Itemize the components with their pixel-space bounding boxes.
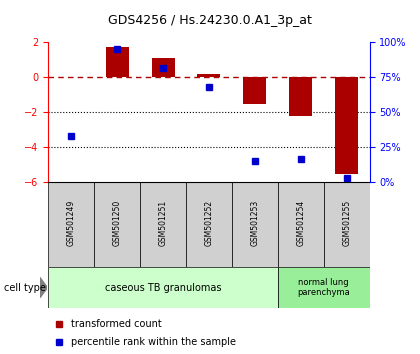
Bar — [197, 74, 220, 78]
Text: transformed count: transformed count — [71, 319, 162, 329]
Bar — [106, 47, 129, 78]
Bar — [232, 182, 278, 267]
Bar — [152, 58, 175, 78]
Text: GSM501251: GSM501251 — [159, 200, 168, 246]
Polygon shape — [40, 278, 47, 298]
Text: GSM501254: GSM501254 — [296, 200, 305, 246]
Text: caseous TB granulomas: caseous TB granulomas — [105, 282, 221, 293]
Text: GSM501253: GSM501253 — [250, 200, 260, 246]
Bar — [278, 267, 370, 308]
Text: GSM501252: GSM501252 — [205, 200, 213, 246]
Bar — [140, 182, 186, 267]
Bar — [324, 182, 370, 267]
Bar — [48, 267, 278, 308]
Bar — [94, 182, 140, 267]
Text: percentile rank within the sample: percentile rank within the sample — [71, 337, 236, 348]
Text: GSM501255: GSM501255 — [342, 200, 351, 246]
Text: cell type: cell type — [4, 282, 46, 293]
Bar — [48, 182, 94, 267]
Bar — [186, 182, 232, 267]
Bar — [278, 182, 324, 267]
Text: GSM501249: GSM501249 — [67, 200, 76, 246]
Bar — [335, 78, 358, 173]
Text: GDS4256 / Hs.24230.0.A1_3p_at: GDS4256 / Hs.24230.0.A1_3p_at — [108, 14, 312, 27]
Bar — [243, 78, 266, 104]
Bar — [289, 78, 312, 116]
Text: normal lung
parenchyma: normal lung parenchyma — [297, 278, 350, 297]
Text: GSM501250: GSM501250 — [113, 200, 122, 246]
